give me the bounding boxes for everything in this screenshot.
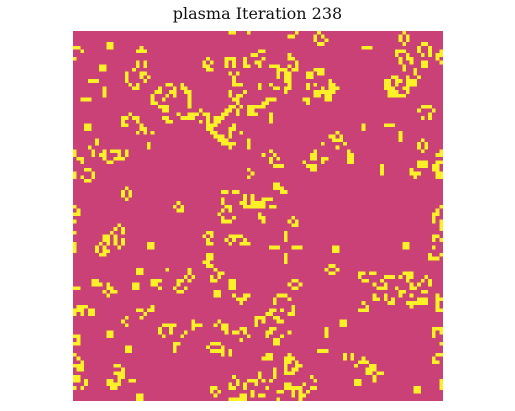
game-of-life-board bbox=[73, 31, 443, 401]
live-cells bbox=[73, 31, 443, 401]
figure-title: plasma Iteration 238 bbox=[172, 4, 343, 23]
